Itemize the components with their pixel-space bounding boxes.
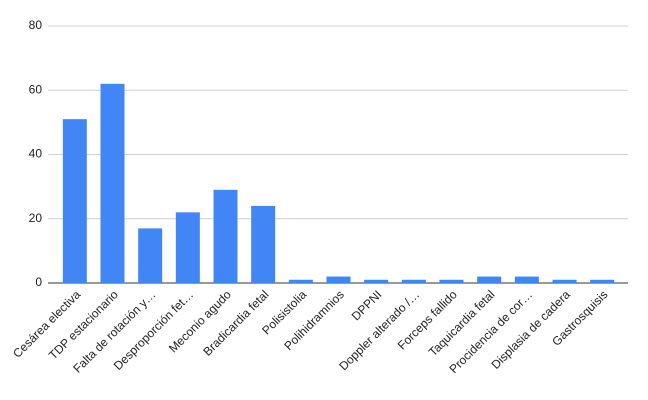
x-tick-label: Taquicardia fetal: [426, 287, 498, 359]
x-tick-label: Cesárea electiva: [10, 287, 83, 360]
bar: [213, 189, 238, 283]
y-tick-label: 60: [29, 82, 43, 96]
x-tick-label: DPPNI: [349, 287, 385, 323]
bar: [251, 205, 276, 283]
y-tick-label: 20: [29, 211, 43, 225]
bar: [439, 279, 464, 283]
bar: [364, 279, 389, 283]
bar: [288, 279, 313, 283]
bar: [477, 276, 502, 283]
x-tick-label: Bradicardia fetal: [200, 287, 271, 358]
y-tick-label: 80: [29, 18, 43, 32]
bar: [326, 276, 351, 283]
y-tick-label: 40: [29, 147, 43, 161]
bar: [401, 279, 426, 283]
bar: [175, 212, 200, 283]
x-tick-label: TDP estacionario: [46, 287, 121, 362]
bar: [138, 228, 163, 283]
y-tick-label: 0: [35, 275, 42, 289]
bar: [514, 276, 539, 283]
bar: [590, 279, 615, 283]
bar: [62, 119, 87, 283]
bar: [552, 279, 577, 283]
bar: [100, 83, 125, 283]
